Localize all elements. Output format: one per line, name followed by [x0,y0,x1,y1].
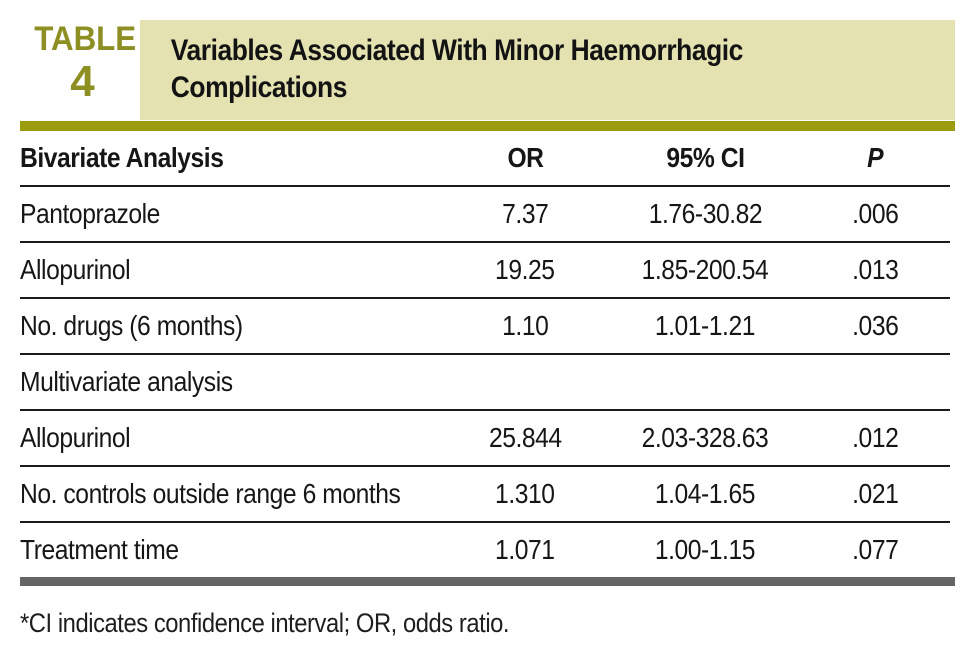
row-label: No. drugs (6 months) [20,310,243,341]
table-footnote: *CI indicates confidence interval; OR, o… [20,608,510,638]
row-ci-value: 1.76-30.82 [648,198,762,229]
row-label: Allopurinol [20,422,131,453]
row-ci-value: 2.03-328.63 [641,422,769,453]
column-header-bivariate-analysis: Bivariate Analysis [20,142,224,173]
row-p-value: .036 [851,310,899,341]
table-row-pantoprazole: Pantoprazole 7.37 1.76-30.82 .006 [20,187,950,243]
row-or-value [440,366,610,398]
table-title: Variables Associated With Minor Haemorrh… [170,34,744,104]
row-label: No. controls outside range 6 months [20,478,401,509]
table-bottom-rule [20,577,955,586]
table-title-box: Variables Associated With Minor Haemorrh… [140,20,955,120]
table-row-treatment-time: Treatment time 1.071 1.00-1.15 .077 [20,523,950,577]
row-ci-value: 1.04-1.65 [654,478,756,509]
table-row-no-drugs: No. drugs (6 months) 1.10 1.01-1.21 .036 [20,299,950,355]
table-row-allopurinol-multivariate: Allopurinol 25.844 2.03-328.63 .012 [20,411,950,467]
row-or-value: 1.310 [495,478,555,509]
row-or-value: 1.10 [501,310,549,341]
row-label: Pantoprazole [20,198,160,229]
row-or-value: 1.071 [495,534,555,565]
row-p-value: .077 [851,534,899,565]
table-header-band: TABLE 4 Variables Associated With Minor … [20,20,955,120]
row-ci-value [610,366,800,398]
section-label: Multivariate analysis [20,366,233,397]
table-badge-number: 4 [70,57,95,106]
column-header-or: OR [506,142,544,173]
row-p-value: .013 [851,254,899,285]
row-label: Allopurinol [20,254,131,285]
row-p-value [800,366,950,398]
column-header-p: P [866,142,884,173]
table-badge-word: TABLE [34,20,137,58]
olive-divider-rule [20,121,955,131]
row-or-value: 25.844 [488,422,562,453]
row-or-value: 7.37 [501,198,549,229]
row-p-value: .021 [851,478,899,509]
table-header-row: Bivariate Analysis OR 95% CI P [20,131,950,187]
row-label: Treatment time [20,534,179,565]
row-ci-value: 1.01-1.21 [654,310,756,341]
table-number-badge: TABLE 4 [30,20,137,106]
table-section-row-multivariate: Multivariate analysis [20,355,950,411]
row-p-value: .006 [851,198,899,229]
results-table: Bivariate Analysis OR 95% CI P Pantopraz… [20,131,950,577]
table-row-no-controls: No. controls outside range 6 months 1.31… [20,467,950,523]
row-ci-value: 1.00-1.15 [654,534,756,565]
column-header-95ci: 95% CI [665,142,745,173]
row-p-value: .012 [851,422,899,453]
row-ci-value: 1.85-200.54 [641,254,769,285]
row-or-value: 19.25 [495,254,555,285]
table-row-allopurinol-bivariate: Allopurinol 19.25 1.85-200.54 .013 [20,243,950,299]
